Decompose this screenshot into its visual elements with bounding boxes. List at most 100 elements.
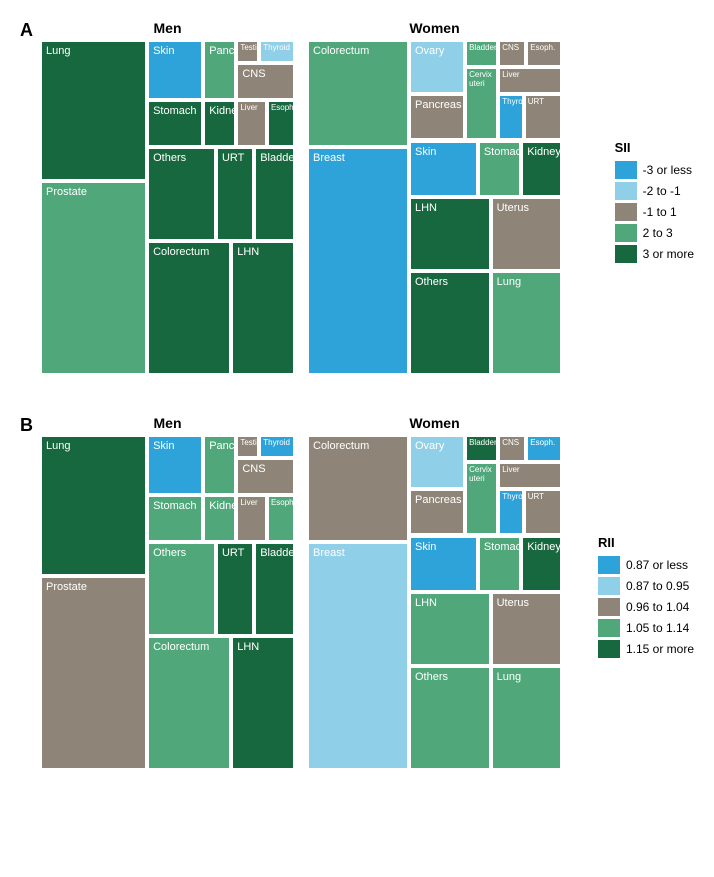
legend-item: -3 or less [615, 161, 694, 179]
treemap-cell: Others [147, 542, 216, 636]
treemap-cell: CNS [236, 63, 295, 100]
treemap-cell: CNS [498, 40, 526, 67]
legend-label: 1.15 or more [626, 642, 694, 656]
treemap-cell: Others [409, 271, 491, 375]
legend-label: 0.96 to 1.04 [626, 600, 689, 614]
treemap-cell: Kidney [203, 100, 236, 147]
treemap-cell: LHN [409, 592, 491, 666]
treemap-cell: Others [409, 666, 491, 770]
legend-item: 0.87 to 0.95 [598, 577, 694, 595]
treemap-cell: Colorectum [307, 40, 409, 147]
treemap-cell: Colorectum [307, 435, 409, 542]
treemap-cell: Cervix uteri [465, 67, 498, 141]
legend-swatch [615, 203, 637, 221]
legend-item: 1.05 to 1.14 [598, 619, 694, 637]
legend-label: 1.05 to 1.14 [626, 621, 689, 635]
treemap-cell: Kidney [203, 495, 236, 542]
legend-swatch [598, 556, 620, 574]
treemap-cell: Pancreas [203, 435, 236, 495]
treemap-cell: Bladder [465, 40, 498, 67]
charts-column: MenWomenLungProstateSkinStomachPancreasK… [40, 415, 586, 770]
subpanel-title: Men [40, 415, 295, 435]
treemap-cell: LHN [231, 241, 295, 375]
treemap-cell: Testis [236, 435, 259, 458]
treemap-cell: LHN [231, 636, 295, 770]
treemap-cell: Esoph. [267, 100, 295, 147]
legend-label: -3 or less [643, 163, 692, 177]
treemap-cell: URT [216, 147, 254, 241]
legend-item: 0.96 to 1.04 [598, 598, 694, 616]
legend-item: 1.15 or more [598, 640, 694, 658]
legend-label: 2 to 3 [643, 226, 673, 240]
treemap-cell: Stomach [147, 100, 203, 147]
subpanel-titles: Men Women [40, 20, 603, 40]
legend-swatch [615, 182, 637, 200]
treemap-cell: Lung [491, 666, 562, 770]
legend: SII-3 or less-2 to -1-1 to 12 to 33 or m… [615, 140, 694, 266]
treemap-cell: Lung [40, 435, 147, 576]
treemap-cell: Thyroid [498, 489, 524, 536]
treemap-cell: Lung [40, 40, 147, 181]
subpanel-title: Men [40, 20, 295, 40]
treemap-cell: Colorectum [147, 241, 231, 375]
treemap-cell: Testis [236, 40, 259, 63]
treemap-cell: Thyroid [498, 94, 524, 141]
panel-label: B [20, 415, 40, 436]
treemap-cell: Kidney [521, 141, 562, 198]
legend-swatch [598, 577, 620, 595]
treemap-cell: Uterus [491, 197, 562, 271]
legend-item: 3 or more [615, 245, 694, 263]
treemap-cell: Skin [409, 141, 478, 198]
treemap-cell: Skin [409, 536, 478, 593]
legend-label: 0.87 or less [626, 558, 688, 572]
legend-swatch [615, 245, 637, 263]
treemap-cell: Stomach [478, 536, 521, 593]
legend-item: 2 to 3 [615, 224, 694, 242]
legend-label: -1 to 1 [643, 205, 677, 219]
subpanel-title: Women [307, 415, 562, 435]
legend-swatch [615, 161, 637, 179]
legend-title: SII [615, 140, 694, 155]
treemap-women: ColorectumBreastOvaryPancreasBladderCNSE… [307, 435, 562, 770]
treemap-cell: Breast [307, 542, 409, 770]
treemap-cell: Others [147, 147, 216, 241]
treemap-cell: Esoph. [526, 435, 562, 462]
treemap-cell: URT [524, 94, 562, 141]
treemap-cell: Liver [236, 495, 267, 542]
treemap-cell: Ovary [409, 435, 465, 489]
treemap-cell: Kidney [521, 536, 562, 593]
legend-swatch [598, 640, 620, 658]
treemap-cell: Liver [236, 100, 267, 147]
treemap-cell: Pancreas [409, 94, 465, 141]
legend-label: 3 or more [643, 247, 694, 261]
treemap-cell: Pancreas [409, 489, 465, 536]
treemap-cell: Liver [498, 462, 562, 489]
treemap-cell: Thyroid [259, 40, 295, 63]
treemap-cell: Uterus [491, 592, 562, 666]
legend-title: RII [598, 535, 694, 550]
treemap-cell: Ovary [409, 40, 465, 94]
treemap-cell: Bladder [254, 147, 295, 241]
treemap-cell: Stomach [147, 495, 203, 542]
legend-swatch [598, 598, 620, 616]
legend-item: -1 to 1 [615, 203, 694, 221]
treemap-cell: Pancreas [203, 40, 236, 100]
treemap-cell: Bladder [465, 435, 498, 462]
treemap-cell: Esoph. [267, 495, 295, 542]
treemaps-row: LungProstateSkinStomachPancreasKidneyTes… [40, 40, 603, 375]
subpanel-title: Women [307, 20, 562, 40]
treemap-women: ColorectumBreastOvaryPancreasBladderCNSE… [307, 40, 562, 375]
treemap-cell: URT [524, 489, 562, 536]
treemap-cell: Skin [147, 435, 203, 495]
legend: RII 0.87 or less 0.87 to 0.95 0.96 to 1.04 1… [598, 535, 694, 661]
treemap-cell: Prostate [40, 576, 147, 770]
treemap-cell: Skin [147, 40, 203, 100]
treemaps-row: LungProstateSkinStomachPancreasKidneyTes… [40, 435, 586, 770]
legend-swatch [615, 224, 637, 242]
panel-b: BMenWomenLungProstateSkinStomachPancreas… [20, 415, 694, 770]
subpanel-titles: Men Women [40, 415, 586, 435]
treemap-cell: Prostate [40, 181, 147, 375]
treemap-cell: Colorectum [147, 636, 231, 770]
treemap-cell: Stomach [478, 141, 521, 198]
treemap-cell: Bladder [254, 542, 295, 636]
